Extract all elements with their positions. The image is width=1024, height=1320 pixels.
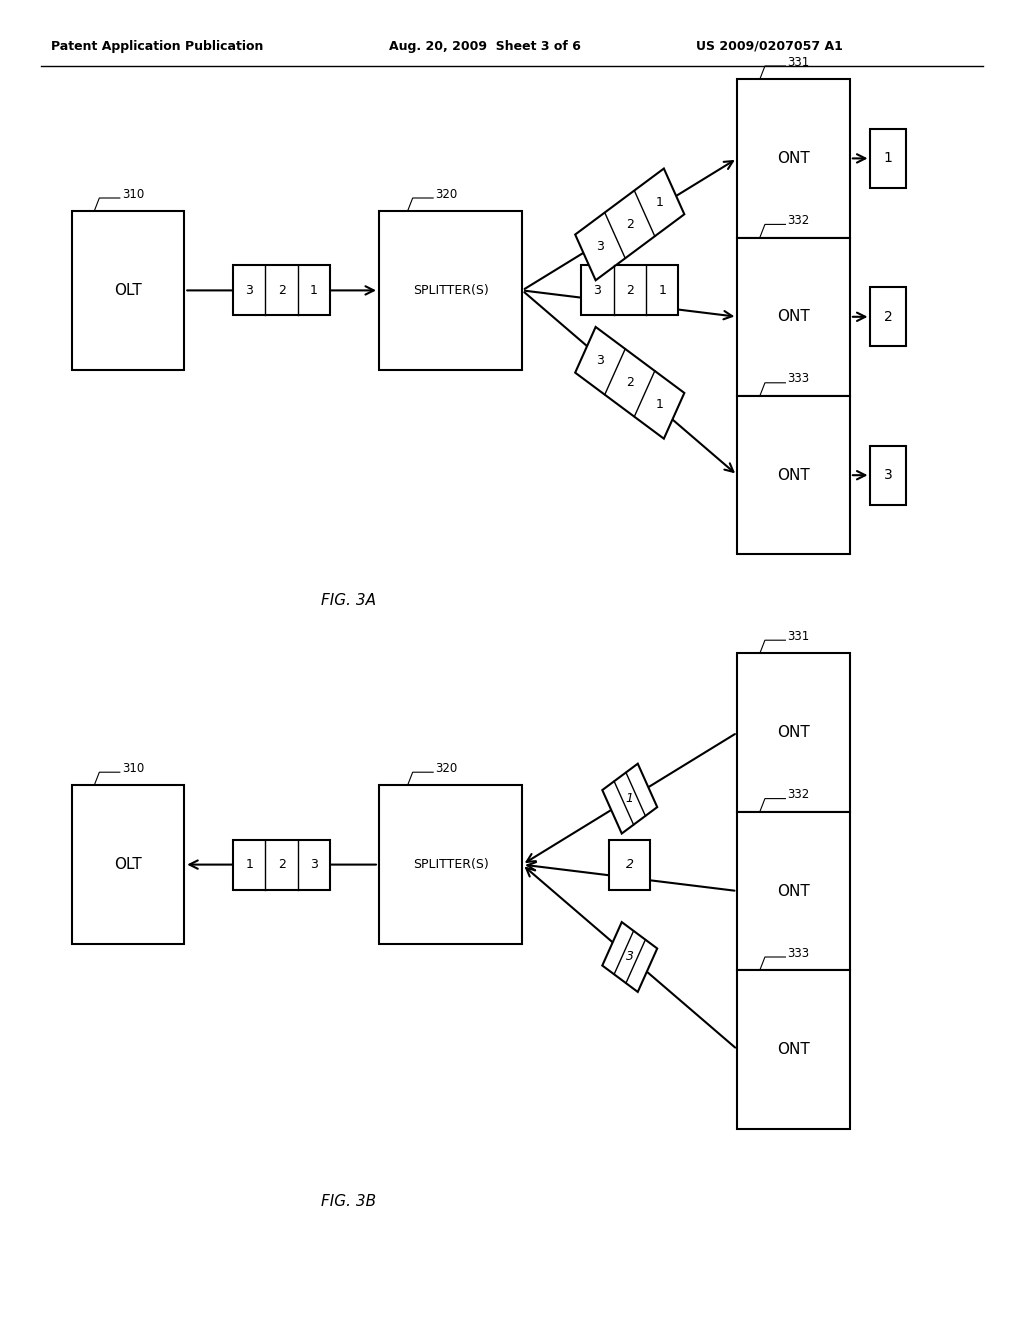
Text: 2: 2 [626, 284, 634, 297]
Text: 332: 332 [787, 788, 810, 801]
Text: ONT: ONT [777, 467, 810, 483]
FancyBboxPatch shape [233, 840, 330, 890]
Text: 1: 1 [884, 152, 893, 165]
Text: Aug. 20, 2009  Sheet 3 of 6: Aug. 20, 2009 Sheet 3 of 6 [389, 40, 581, 53]
FancyBboxPatch shape [379, 785, 522, 944]
Text: 3: 3 [593, 284, 601, 297]
FancyBboxPatch shape [72, 211, 184, 370]
Text: ONT: ONT [777, 309, 810, 325]
Text: 2: 2 [626, 218, 634, 231]
FancyBboxPatch shape [870, 129, 906, 189]
Text: 1: 1 [626, 792, 634, 805]
Text: 310: 310 [122, 762, 144, 775]
Text: 1: 1 [658, 284, 667, 297]
Text: SPLITTER(S): SPLITTER(S) [413, 284, 488, 297]
FancyBboxPatch shape [72, 785, 184, 944]
FancyBboxPatch shape [737, 79, 850, 238]
Text: 333: 333 [787, 946, 810, 960]
Text: 1: 1 [655, 195, 664, 209]
Text: OLT: OLT [114, 857, 142, 873]
Polygon shape [575, 169, 684, 280]
Text: 2: 2 [884, 310, 893, 323]
Text: 3: 3 [596, 354, 604, 367]
Text: FIG. 3A: FIG. 3A [321, 593, 376, 609]
Polygon shape [602, 764, 657, 833]
Text: 3: 3 [596, 240, 604, 253]
FancyBboxPatch shape [233, 265, 330, 315]
Text: 3: 3 [626, 950, 634, 964]
Text: 2: 2 [626, 376, 634, 389]
Polygon shape [575, 327, 684, 438]
Text: 332: 332 [787, 214, 810, 227]
Text: OLT: OLT [114, 282, 142, 298]
Text: FIG. 3B: FIG. 3B [321, 1193, 376, 1209]
Text: ONT: ONT [777, 725, 810, 741]
FancyBboxPatch shape [379, 211, 522, 370]
FancyBboxPatch shape [609, 840, 650, 890]
Text: ONT: ONT [777, 150, 810, 166]
Text: 2: 2 [278, 284, 286, 297]
Text: Patent Application Publication: Patent Application Publication [51, 40, 263, 53]
Text: 333: 333 [787, 372, 810, 385]
FancyBboxPatch shape [870, 286, 906, 346]
Text: 1: 1 [655, 399, 664, 412]
Text: 331: 331 [787, 55, 810, 69]
Text: ONT: ONT [777, 883, 810, 899]
FancyBboxPatch shape [737, 396, 850, 554]
Text: 2: 2 [278, 858, 286, 871]
Text: ONT: ONT [777, 1041, 810, 1057]
Text: 310: 310 [122, 187, 144, 201]
Text: 3: 3 [310, 858, 318, 871]
Text: 320: 320 [435, 187, 458, 201]
Text: 1: 1 [310, 284, 318, 297]
Text: 331: 331 [787, 630, 810, 643]
FancyBboxPatch shape [870, 446, 906, 506]
Text: 3: 3 [245, 284, 253, 297]
Text: 3: 3 [884, 469, 893, 482]
Text: 2: 2 [626, 858, 634, 871]
Text: SPLITTER(S): SPLITTER(S) [413, 858, 488, 871]
FancyBboxPatch shape [737, 970, 850, 1129]
Text: 1: 1 [245, 858, 253, 871]
FancyBboxPatch shape [737, 653, 850, 812]
FancyBboxPatch shape [582, 265, 678, 315]
FancyBboxPatch shape [737, 238, 850, 396]
Text: US 2009/0207057 A1: US 2009/0207057 A1 [696, 40, 843, 53]
FancyBboxPatch shape [737, 812, 850, 970]
Text: 320: 320 [435, 762, 458, 775]
Polygon shape [602, 923, 657, 991]
